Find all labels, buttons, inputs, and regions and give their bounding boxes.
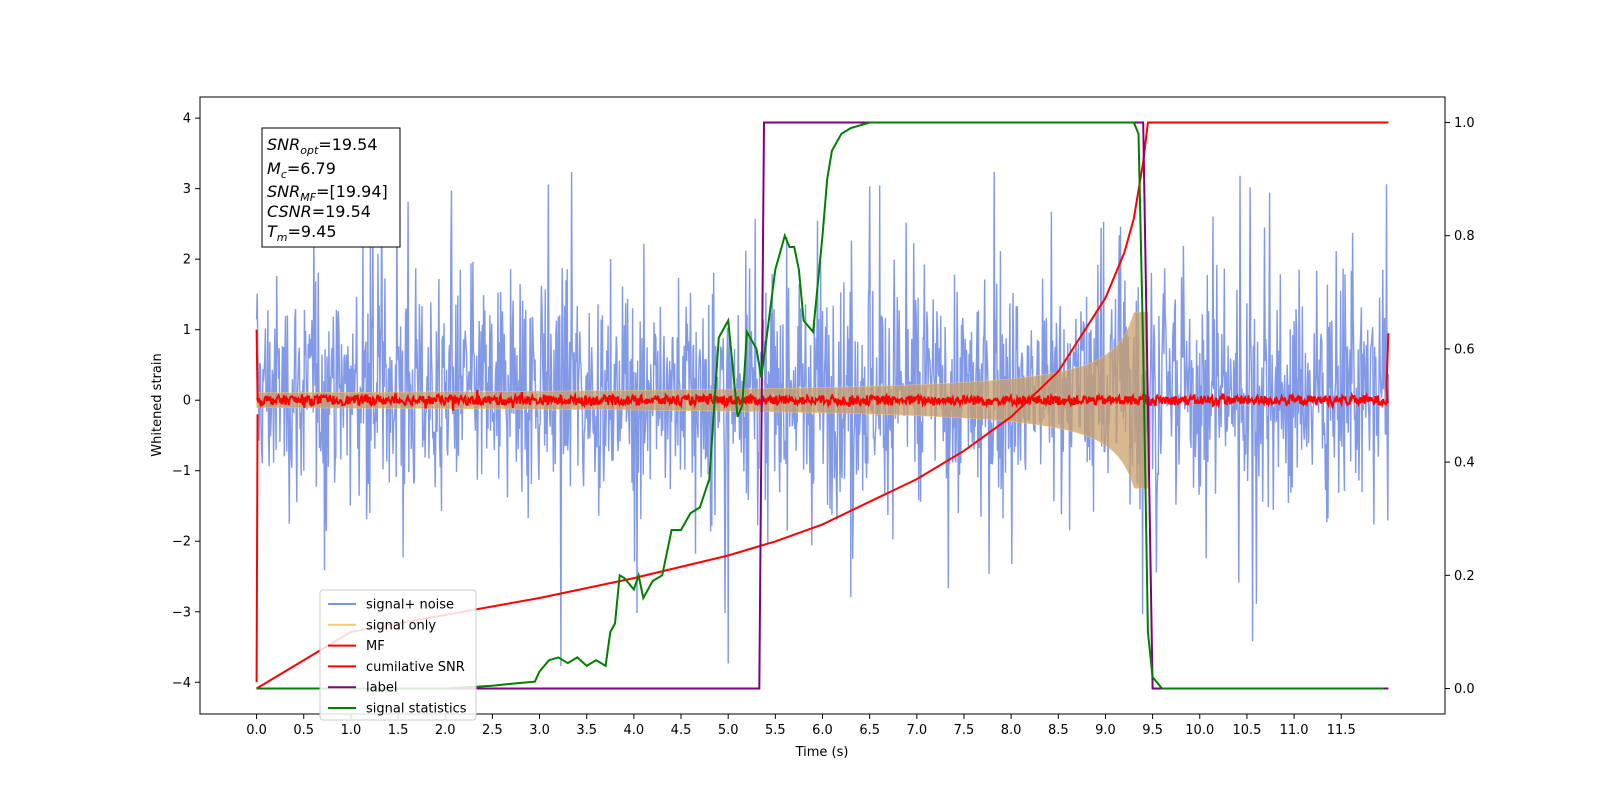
legend-label: signal only	[366, 618, 436, 633]
x-tick-label: 8.5	[1048, 723, 1069, 738]
x-tick-label: 10.5	[1232, 723, 1261, 738]
x-tick-label: 0.5	[293, 723, 314, 738]
y2-tick-label: 0.0	[1454, 682, 1475, 697]
x-tick-label: 2.5	[482, 723, 503, 738]
x-tick-label: 7.5	[954, 723, 975, 738]
x-tick-label: 1.5	[388, 723, 409, 738]
y-tick-label: 1	[183, 323, 191, 338]
x-tick-label: 9.0	[1095, 723, 1116, 738]
legend-label: signal+ noise	[366, 598, 454, 613]
x-tick-label: 6.0	[812, 723, 833, 738]
x-tick-label: 3.5	[576, 723, 597, 738]
x-axis-label: Time (s)	[795, 745, 849, 760]
x-tick-label: 0.0	[246, 723, 267, 738]
y-tick-label: 2	[183, 253, 191, 268]
x-tick-label: 11.5	[1327, 723, 1356, 738]
legend: signal+ noise signal only MF cumilative SNR…	[319, 589, 477, 721]
x-axis: 0.0 0.5 1.0 1.5 2.0 2.5 3.0 3.5 4.0 4.5 5.0 5.5 6.0 6…	[246, 714, 1356, 738]
legend-label: signal statistics	[366, 702, 467, 717]
y2-tick-label: 0.8	[1454, 229, 1475, 244]
y2-tick-label: 0.6	[1454, 342, 1475, 357]
legend-label: label	[366, 681, 397, 696]
y2-tick-label: 0.2	[1454, 569, 1475, 584]
y-axis-left: 4 3 2 1 0 −1 −2 −3 −4	[172, 112, 200, 691]
stats-box: SNRopt=19.54 Mc=6.79 SNRMF=[19.94] CSNR=…	[261, 127, 401, 248]
stats-snr-mf: SNRMF=[19.94]	[267, 182, 388, 204]
x-tick-label: 1.0	[341, 723, 362, 738]
plot-area	[255, 121, 1390, 690]
x-tick-label: 3.0	[529, 723, 550, 738]
series-mf	[255, 329, 1390, 411]
series-mf-edge	[255, 414, 259, 683]
legend-label: cumilative SNR	[366, 660, 465, 675]
y-tick-label: −2	[172, 535, 191, 550]
series-signal-noise	[255, 171, 1390, 667]
stats-box-frame	[261, 127, 401, 248]
y-tick-label: −3	[172, 605, 191, 620]
x-tick-label: 6.5	[859, 723, 880, 738]
legend-frame	[319, 589, 477, 721]
legend-label: MF	[366, 639, 385, 654]
x-tick-label: 5.0	[718, 723, 739, 738]
x-tick-label: 7.0	[906, 723, 927, 738]
x-tick-label: 4.0	[624, 723, 645, 738]
series-signal-statistics	[256, 121, 1384, 690]
stats-csnr: CSNR=19.54	[267, 202, 371, 221]
y-tick-label: 0	[183, 394, 191, 409]
stats-tm: Tm=9.45	[267, 222, 337, 244]
y2-tick-label: 0.4	[1454, 456, 1475, 471]
x-tick-label: 4.5	[671, 723, 692, 738]
y-tick-label: −4	[172, 676, 191, 691]
stats-mc: Mc=6.79	[267, 159, 336, 181]
stats-snr-opt: SNRopt=19.54	[267, 135, 378, 157]
x-tick-label: 9.5	[1142, 723, 1163, 738]
y-tick-label: 3	[183, 182, 191, 197]
x-tick-label: 11.0	[1280, 723, 1309, 738]
x-tick-label: 8.0	[1001, 723, 1022, 738]
x-tick-label: 10.0	[1185, 723, 1214, 738]
x-tick-label: 2.0	[435, 723, 456, 738]
y-axis-right: 1.0 0.8 0.6 0.4 0.2 0.0	[1445, 116, 1475, 697]
x-tick-label: 5.5	[765, 723, 786, 738]
series-cumilative-snr	[256, 121, 1389, 690]
y2-tick-label: 1.0	[1454, 116, 1475, 131]
y-tick-label: 4	[183, 112, 191, 127]
y-axis-label: Whitened strain	[150, 353, 165, 456]
y-tick-label: −1	[172, 464, 191, 479]
